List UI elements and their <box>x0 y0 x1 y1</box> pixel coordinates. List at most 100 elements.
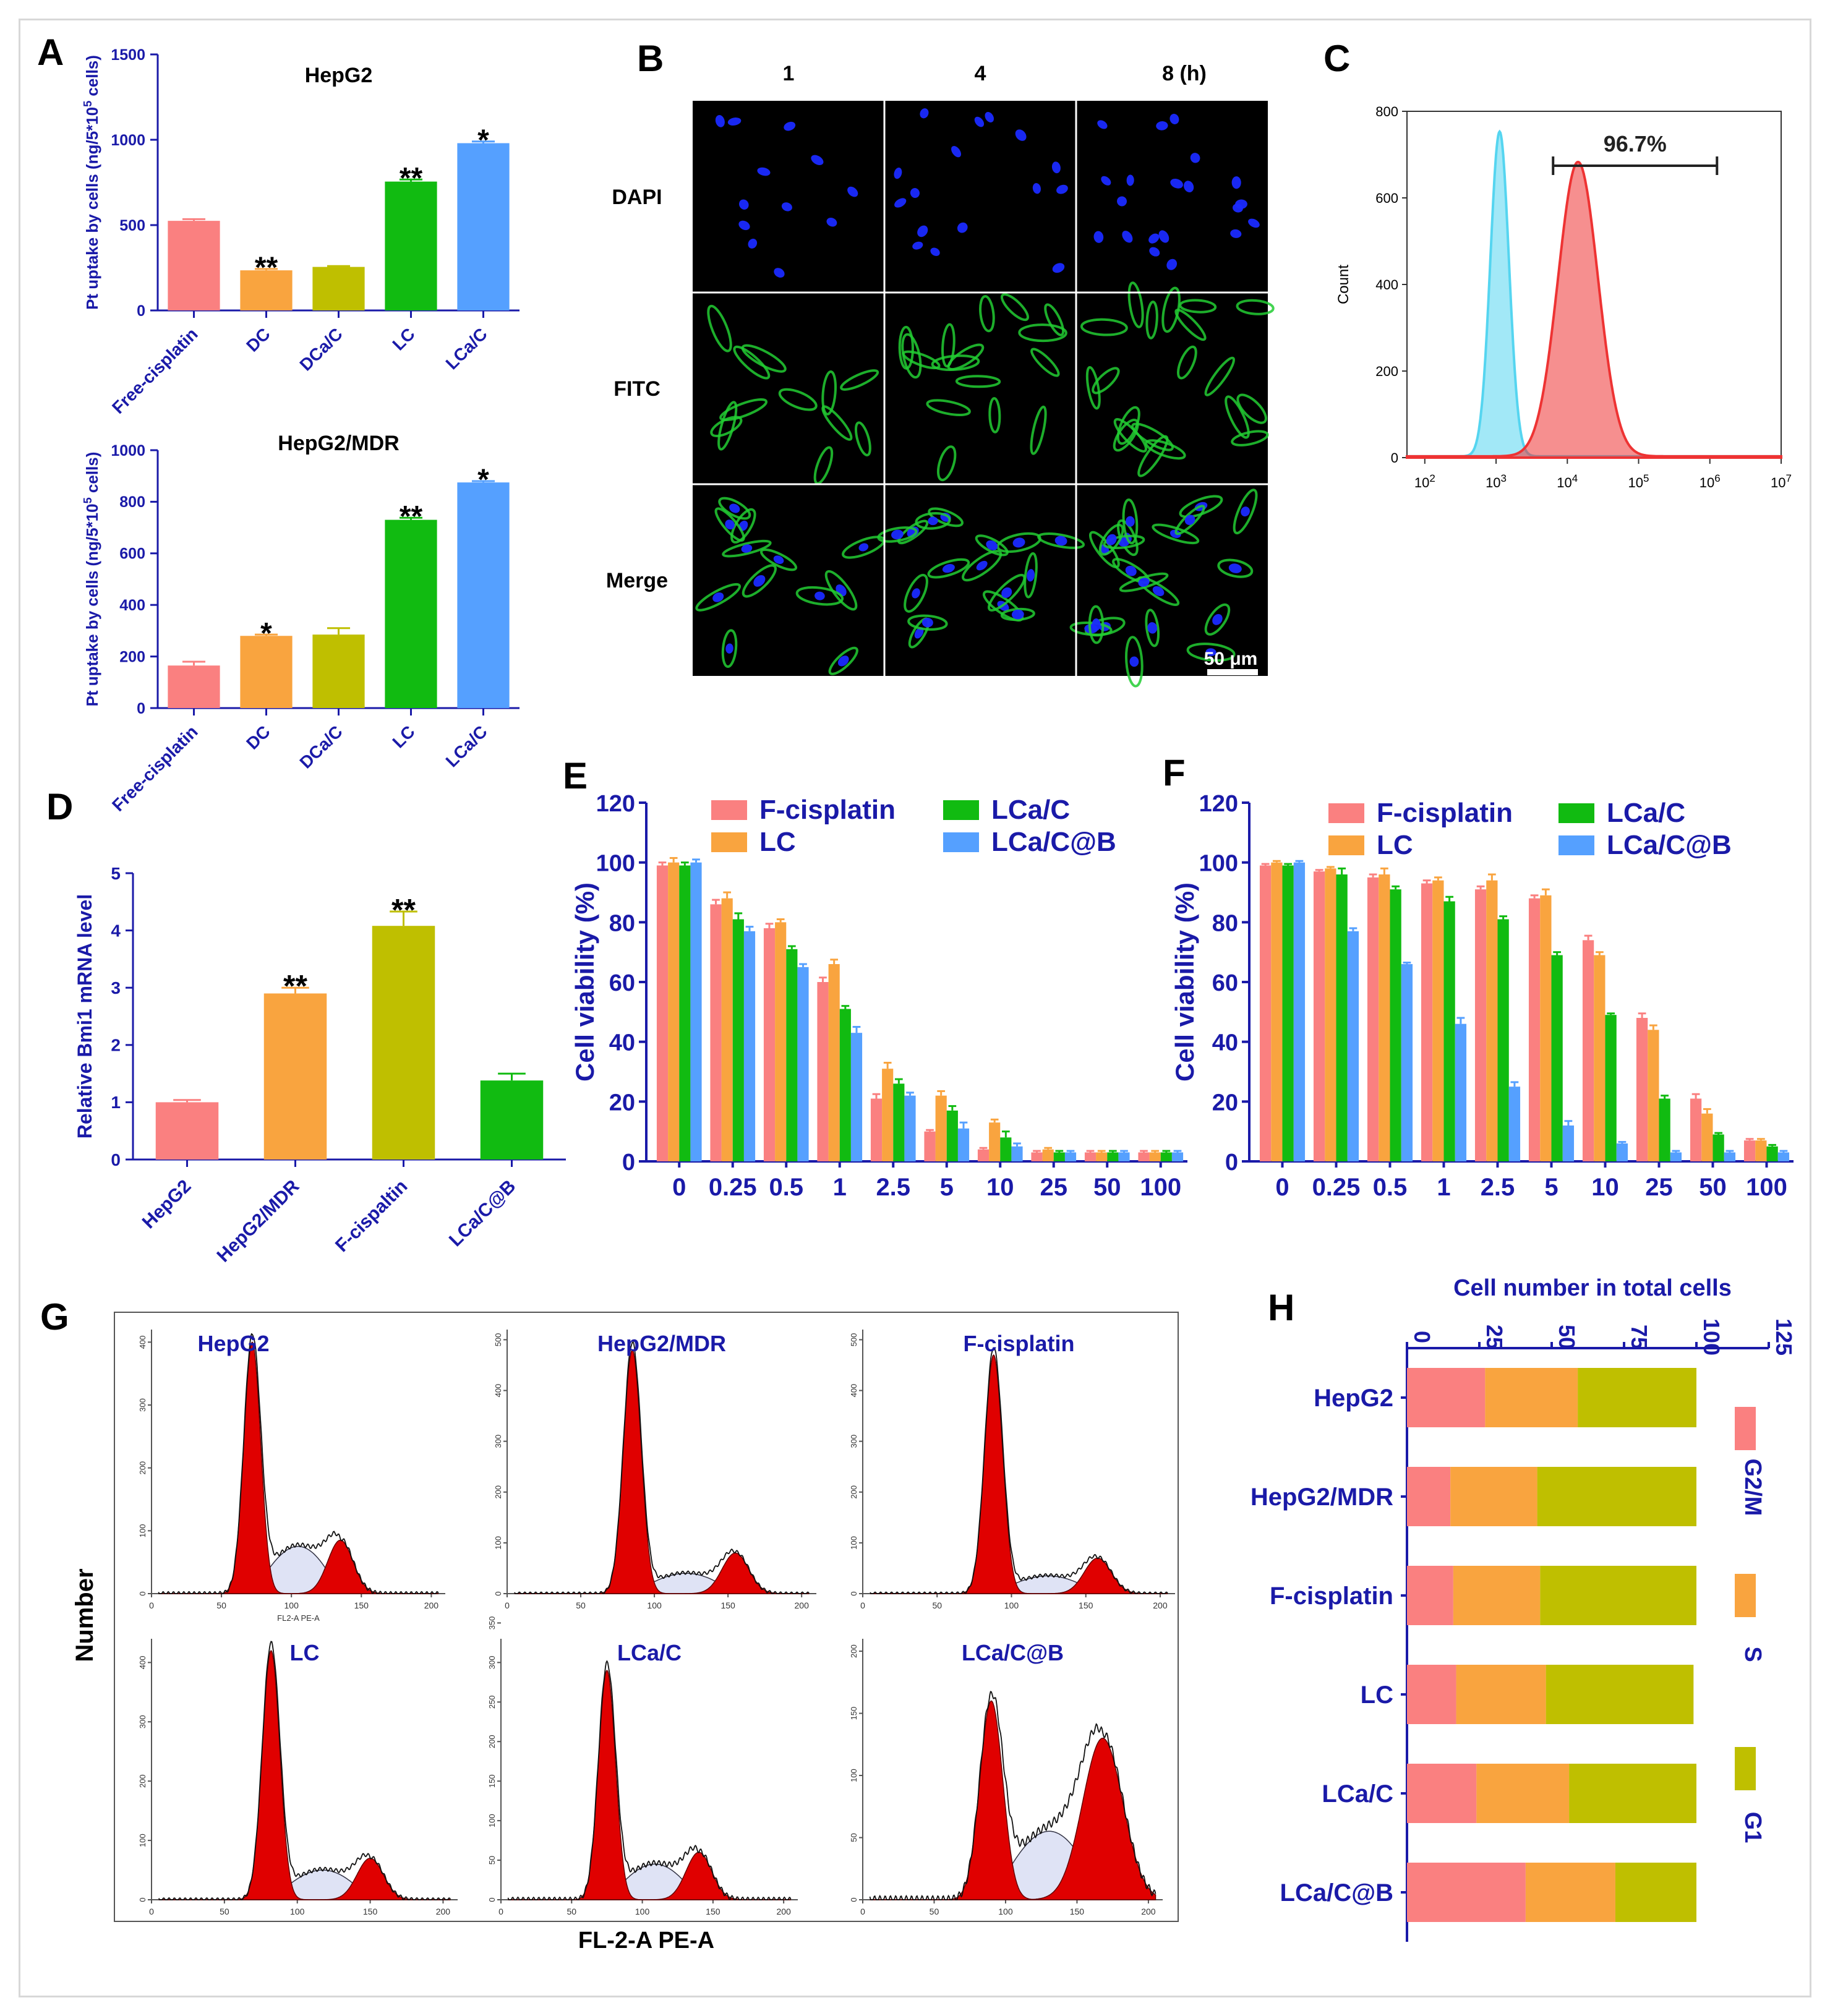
x-category-label: Free-cisplatin <box>108 324 202 417</box>
x-category-label: 100 <box>1140 1174 1181 1201</box>
y-tick-label: 50 <box>487 1856 497 1864</box>
cell-cytoskeleton <box>1186 643 1236 662</box>
y-tick-label: 300 <box>494 1435 503 1448</box>
cell-cytoskeleton <box>1044 303 1065 336</box>
legend-swatch <box>1558 835 1594 855</box>
y-tick-label: 300 <box>487 1656 497 1670</box>
bar <box>385 519 437 708</box>
cell-cytoskeleton <box>1085 365 1101 410</box>
x-category-label: 5 <box>1544 1174 1558 1201</box>
y-tick-label: 20 <box>1212 1090 1238 1116</box>
row-header: Merge <box>606 569 668 592</box>
cell-nucleus <box>1149 247 1160 257</box>
cell-nucleus <box>1011 609 1024 620</box>
subplot-title: HepG2/MDR <box>597 1331 726 1356</box>
x-category-label: Free-cisplatin <box>108 722 202 815</box>
y-axis-label: Cell viability (%) <box>570 882 599 1082</box>
panel-a-hepg2-chart: 0 500 1000 1500 Free-cisplatin ** DC DCa/C ** LC *… <box>82 46 519 417</box>
y-category-label: HepG2 <box>1314 1385 1393 1412</box>
stacked-segment-G2/M <box>1407 1368 1486 1427</box>
x-tick-exponent: 7 <box>1786 472 1792 484</box>
cell-cytoskeleton <box>759 548 798 571</box>
cell-nucleus <box>1158 230 1169 243</box>
y-tick-label: 200 <box>849 1644 858 1658</box>
bar-LC <box>1648 1030 1659 1161</box>
x-category-label: 0.5 <box>1373 1174 1408 1201</box>
significance-label: ** <box>283 969 307 1004</box>
x-category-label: 2.5 <box>876 1174 910 1201</box>
cell-nucleus <box>727 117 742 126</box>
cell-nucleus <box>1126 516 1135 527</box>
row-header: FITC <box>614 377 661 401</box>
cell-nucleus <box>1205 648 1216 656</box>
bar-F-cisplatin <box>1367 877 1379 1161</box>
chart-title: Cell number in total cells <box>1453 1275 1732 1301</box>
bar-LC <box>668 862 680 1161</box>
y-tick-label: 200 <box>138 1461 147 1475</box>
x-tick-exponent: 4 <box>1572 472 1578 484</box>
cell-cytoskeleton <box>821 370 837 416</box>
bar-F-cisplatin <box>1528 898 1541 1161</box>
cell-nucleus <box>974 116 985 127</box>
x-category-label: DCa/C <box>296 722 346 772</box>
cell-nucleus <box>712 592 724 602</box>
significance-label: ** <box>391 893 416 928</box>
cell-nucleus <box>891 529 904 540</box>
x-tick-label: 107 <box>1771 472 1792 491</box>
y-category-label: LC <box>1361 1681 1393 1709</box>
cell-cytoskeleton <box>828 646 858 675</box>
cell-nucleus <box>894 168 902 179</box>
s-phase-area <box>508 1863 791 1900</box>
cell-nucleus <box>1241 506 1250 517</box>
chart-title: HepG2 <box>305 64 373 87</box>
total-fit-line <box>870 1348 1168 1594</box>
cell-cytoskeleton <box>1122 498 1139 545</box>
y-tick-label: 0 <box>138 1897 147 1902</box>
cell-cytoskeleton <box>1145 609 1160 647</box>
x-tick-label: 100 <box>290 1907 305 1916</box>
bar-LCa/C@B <box>1508 1087 1521 1161</box>
bar-LCa/C@B <box>1347 931 1359 1161</box>
cell-nucleus <box>725 519 735 530</box>
panel-letter-f: F <box>1163 752 1186 793</box>
stacked-segment-G1 <box>1537 1467 1696 1526</box>
cell-cytoskeleton <box>1098 523 1124 556</box>
x-category-label: DC <box>242 722 274 753</box>
bar-LCa/C@B <box>957 1128 970 1161</box>
bar-LCa/C <box>1443 901 1455 1161</box>
y-tick-label: 1000 <box>111 442 145 459</box>
legend-swatch <box>1735 1574 1756 1617</box>
x-tick-exponent: 5 <box>1643 472 1649 484</box>
panel-letter-a: A <box>37 32 64 73</box>
stacked-segment-S <box>1476 1764 1570 1823</box>
legend-swatch <box>1328 835 1364 855</box>
y-tick-label: 0 <box>111 1150 121 1169</box>
legend-label: LCa/C@B <box>1607 830 1732 860</box>
cell-nucleus <box>826 218 837 227</box>
bar-LCa/C <box>1551 955 1563 1161</box>
bar-LCa/C@B <box>1455 1023 1467 1161</box>
cell-cytoskeleton <box>1217 558 1254 578</box>
bar-LC <box>1755 1140 1767 1161</box>
cell-nucleus <box>928 516 938 526</box>
cell-cytoskeleton <box>1000 607 1035 621</box>
significance-label: ** <box>400 500 423 533</box>
cell-nucleus <box>976 560 988 571</box>
cell-nucleus <box>1230 229 1242 238</box>
y-tick-label: 400 <box>1375 277 1398 293</box>
x-tick-label: 125 <box>1771 1318 1797 1356</box>
bar-F-cisplatin <box>1421 883 1433 1161</box>
subplot-title: LC <box>290 1640 320 1665</box>
bar-LCa/C@B <box>1562 1125 1575 1161</box>
bar-LCa/C <box>839 1009 851 1161</box>
cell-nucleus <box>912 588 920 599</box>
cell-nucleus <box>784 121 796 131</box>
bar-LCa/C <box>786 949 798 1161</box>
bar <box>263 993 327 1160</box>
cell-cytoskeleton <box>904 573 928 613</box>
x-tick-label: 50 <box>930 1907 939 1916</box>
bar-F-cisplatin <box>1138 1152 1150 1161</box>
cell-nucleus <box>1106 534 1117 545</box>
cell-nucleus <box>1122 231 1133 243</box>
bar-LCa/C <box>1659 1098 1670 1161</box>
